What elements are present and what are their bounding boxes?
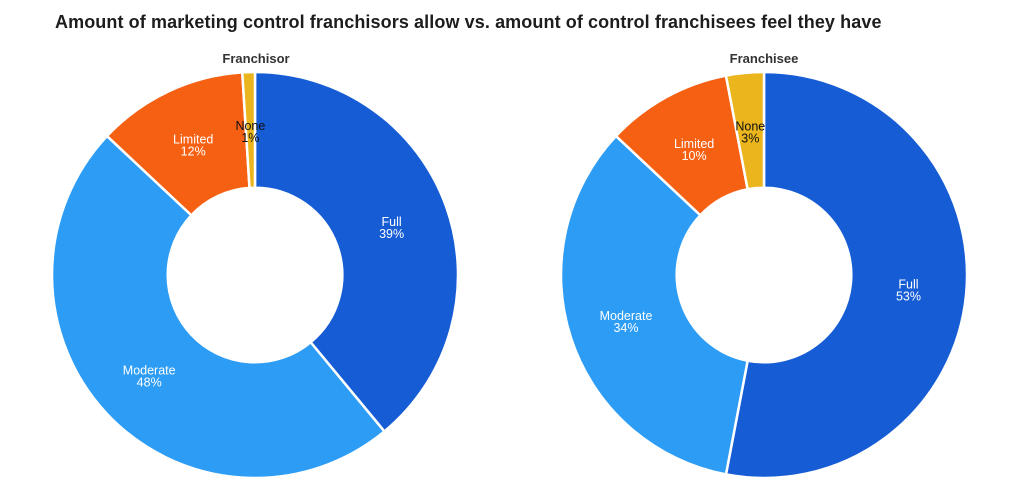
donut-slice-none <box>241 70 257 190</box>
slice-label-full: Full 39% <box>379 215 404 241</box>
slice-label-none: None 3% <box>735 120 765 146</box>
donut-slice-none <box>724 70 766 191</box>
donut-chart-franchisor: Full 39% Moderate 48% Limited 12% None 1% <box>50 70 460 480</box>
donut-slice-moderate <box>559 134 749 476</box>
page-title: Amount of marketing control franchisors … <box>55 12 882 32</box>
chart-title-franchisor: Franchisor <box>222 51 290 66</box>
chart-title-franchisee: Franchisee <box>729 51 799 66</box>
slice-label-none: None 1% <box>235 119 265 145</box>
donut-slice-full <box>724 70 969 480</box>
donut-slice-moderate <box>50 134 386 480</box>
slice-label-moderate: Moderate 48% <box>123 363 176 389</box>
donut-slice-full <box>253 70 460 433</box>
slice-label-limited: Limited 12% <box>173 133 213 159</box>
slice-label-moderate: Moderate 34% <box>600 309 653 335</box>
donut-chart-franchisee: Full 53% Moderate 34% Limited 10% None 3% <box>559 70 969 480</box>
slice-label-full: Full 53% <box>896 278 921 304</box>
slice-label-limited: Limited 10% <box>674 137 714 163</box>
